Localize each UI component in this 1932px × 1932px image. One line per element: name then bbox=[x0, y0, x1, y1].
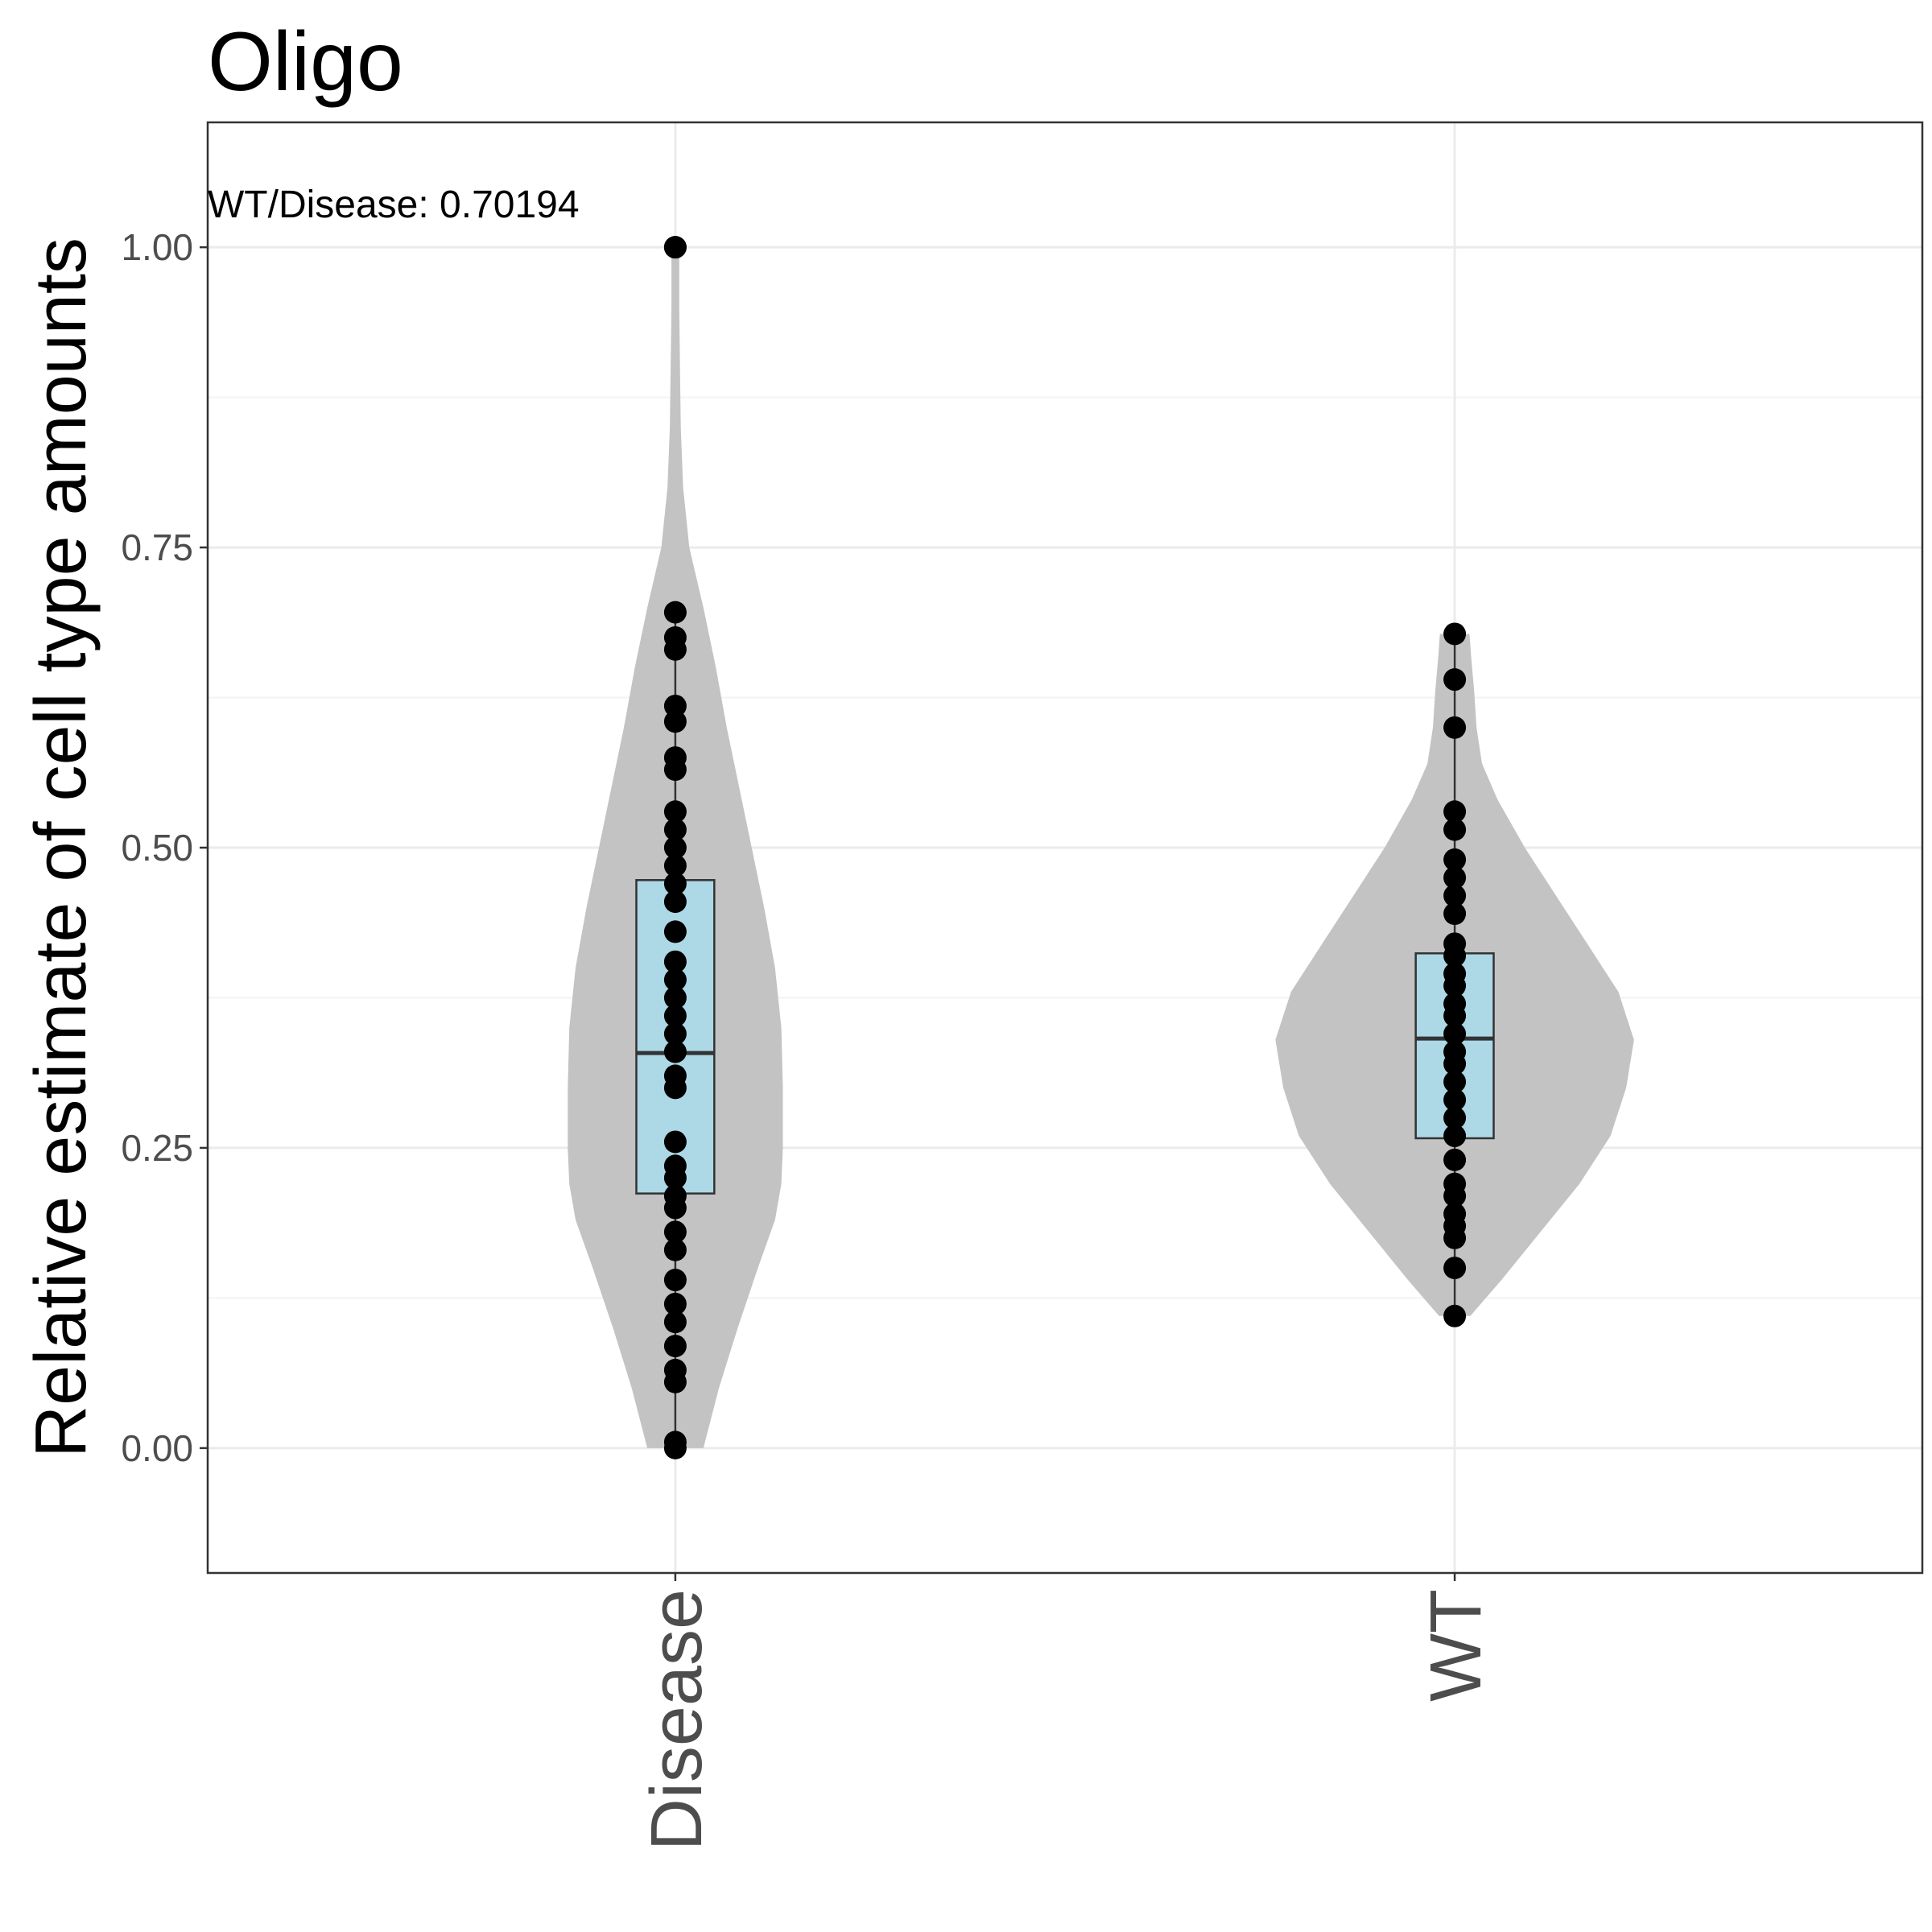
data-point bbox=[663, 920, 687, 943]
data-point bbox=[663, 1335, 687, 1358]
data-point bbox=[663, 1154, 687, 1178]
data-point bbox=[663, 1184, 687, 1208]
data-point bbox=[1443, 1125, 1467, 1148]
data-point bbox=[663, 694, 687, 717]
data-point bbox=[663, 1064, 687, 1088]
data-point bbox=[1443, 848, 1467, 871]
data-point bbox=[1443, 716, 1467, 739]
data-point bbox=[1443, 1022, 1467, 1046]
chart-annotation: WT/Disease: 0.70194 bbox=[208, 184, 580, 226]
data-point bbox=[663, 1269, 687, 1292]
data-point bbox=[663, 710, 687, 733]
x-tick-label: WT bbox=[1416, 1589, 1496, 1702]
chart-title: Oligo bbox=[208, 15, 403, 109]
data-point bbox=[663, 625, 687, 649]
data-point bbox=[663, 1220, 687, 1244]
data-point bbox=[1443, 932, 1467, 956]
x-tick-label: Disease bbox=[637, 1589, 717, 1851]
data-point bbox=[663, 986, 687, 1009]
x-axis: Disease WT bbox=[637, 1573, 1496, 1851]
y-tick-label: 0.75 bbox=[121, 526, 193, 568]
y-tick-label: 0.00 bbox=[121, 1427, 193, 1469]
data-point bbox=[663, 746, 687, 770]
y-tick-label: 0.25 bbox=[121, 1127, 193, 1169]
data-point bbox=[663, 818, 687, 841]
y-axis: 0.00 0.25 0.50 0.75 1.00 bbox=[121, 226, 208, 1469]
data-point bbox=[1443, 962, 1467, 985]
data-point bbox=[663, 968, 687, 992]
data-point bbox=[1443, 1070, 1467, 1093]
data-point bbox=[663, 601, 687, 624]
data-point bbox=[1443, 1106, 1467, 1129]
data-point bbox=[663, 950, 687, 973]
data-point bbox=[1443, 1172, 1467, 1195]
y-axis-label: Relative estimate of cell type amounts bbox=[21, 237, 101, 1458]
data-point bbox=[1443, 1202, 1467, 1225]
data-points bbox=[663, 236, 1467, 1459]
data-point bbox=[663, 890, 687, 914]
data-point bbox=[663, 854, 687, 877]
data-point bbox=[1443, 884, 1467, 907]
data-point bbox=[663, 1022, 687, 1046]
data-point bbox=[1443, 800, 1467, 824]
data-point bbox=[663, 1130, 687, 1154]
data-point bbox=[1443, 992, 1467, 1015]
data-point bbox=[663, 836, 687, 859]
data-point bbox=[663, 1238, 687, 1261]
data-point bbox=[663, 1430, 687, 1454]
data-point bbox=[1443, 668, 1467, 691]
data-point bbox=[663, 1040, 687, 1063]
data-point bbox=[663, 1004, 687, 1027]
data-point bbox=[663, 800, 687, 824]
data-point bbox=[1443, 622, 1467, 646]
data-point bbox=[1443, 1088, 1467, 1112]
data-point bbox=[1443, 1148, 1467, 1171]
data-point bbox=[663, 872, 687, 895]
y-tick-label: 1.00 bbox=[121, 226, 193, 268]
data-point bbox=[1443, 818, 1467, 841]
data-point bbox=[1443, 866, 1467, 890]
data-point bbox=[1443, 1304, 1467, 1327]
data-point bbox=[663, 236, 687, 259]
data-point bbox=[1443, 1257, 1467, 1280]
y-tick-label: 0.50 bbox=[121, 827, 193, 869]
data-point bbox=[663, 1358, 687, 1381]
data-point bbox=[1443, 1040, 1467, 1063]
data-point bbox=[663, 1311, 687, 1334]
data-point bbox=[663, 1292, 687, 1315]
data-point bbox=[1443, 902, 1467, 926]
